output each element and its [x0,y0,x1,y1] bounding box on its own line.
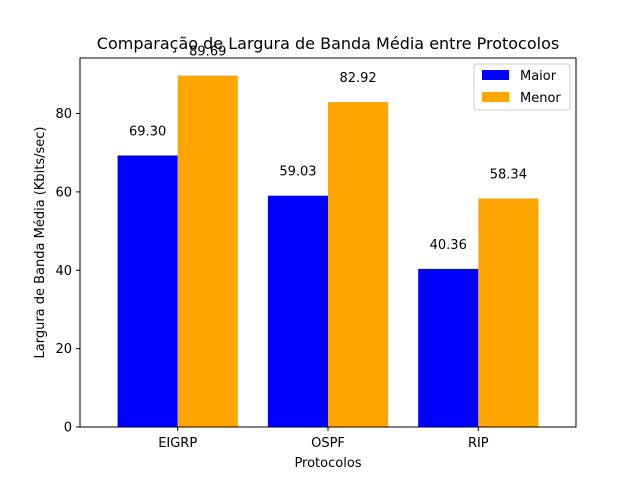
y-tick-label: 40 [55,264,72,279]
bar-maior-ospf [267,195,328,427]
y-axis-label: Largura de Banda Média (Kbits/sec) [33,127,48,359]
x-tick-label: RIP [468,436,489,451]
legend-swatch-menor [482,92,509,102]
legend: Maior Menor [473,63,571,111]
bar-value-labels: 69.30 59.03 40.36 89.69 82.92 58.34 [129,45,527,253]
bar-value-label: 59.03 [279,165,316,180]
chart-title: Comparação de Largura de Banda Média ent… [97,34,559,53]
bar-maior-rip [418,268,479,427]
y-tick-label: 0 [64,421,72,436]
bar-value-label: 82.92 [339,71,376,86]
bar-maior-eigrp [117,155,178,428]
x-tick-label: OSPF [311,436,345,451]
x-tick-label: EIGRP [158,436,197,451]
x-axis-label: Protocolos [294,456,361,471]
legend-swatch-maior [482,70,509,80]
bar-value-label: 89.69 [189,45,226,60]
bar-menor-eigrp [177,75,238,428]
bar-value-label: 69.30 [129,124,166,139]
legend-label-menor: Menor [520,91,561,106]
bar-value-label: 40.36 [430,238,467,253]
y-tick-label: 80 [55,107,72,122]
legend-label-maior: Maior [520,69,557,84]
bars-group [117,75,539,428]
bar-menor-ospf [328,102,389,427]
bar-value-label: 58.34 [490,167,527,182]
bar-menor-rip [478,198,539,427]
y-tick-label: 60 [55,185,72,200]
x-axis: EIGRP OSPF RIP [158,427,489,451]
y-axis: 0 20 40 60 80 [55,107,80,436]
y-tick-label: 20 [55,342,72,357]
